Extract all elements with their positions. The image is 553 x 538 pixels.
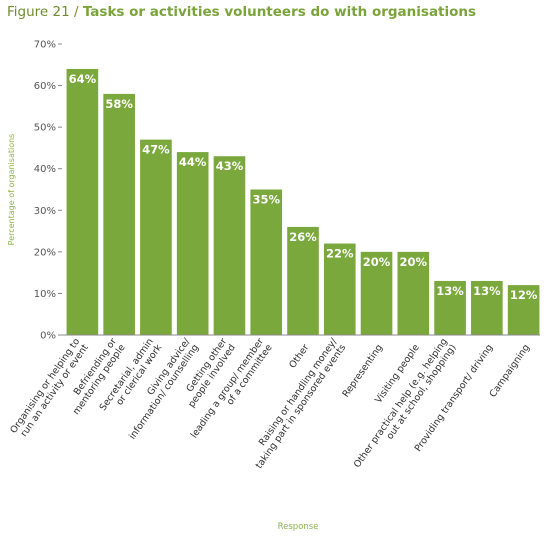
bar-value-label: 47% [142,143,170,157]
category-label: Other [287,342,311,370]
bar-value-label: 26% [289,230,317,244]
category-label-line: Other [287,342,311,370]
figure-number: Figure 21 / [7,4,83,20]
bar [176,152,209,335]
bar [360,251,393,335]
bar [103,93,135,335]
bar [507,285,540,335]
category-label-line: out at school, shopping) [384,342,458,441]
y-tick-label: 20% [34,247,56,258]
category-label-line: Organising or helping to [8,336,82,435]
bar [213,156,246,335]
category-label: Campaigning [487,342,532,399]
bars [66,68,540,335]
bar [434,280,466,335]
category-label-line: Campaigning [487,342,532,399]
bar-value-label: 43% [216,159,244,173]
bar-value-label: 22% [326,247,354,261]
bar-value-label: 35% [252,193,280,207]
bar [250,189,283,335]
y-axis-label: Percentage of organisations [7,134,16,246]
bar [66,68,99,335]
bar [323,243,356,335]
y-tick-label: 60% [34,81,56,92]
bar-value-label: 44% [179,155,207,169]
y-tick-label: 40% [34,164,56,175]
bar-value-label: 64% [69,72,97,86]
bar-value-label: 13% [473,284,501,298]
y-tick-label: 70% [34,40,56,51]
y-axis: 0% 10% 20% 30% 40% 50% 60% 70% [34,40,62,342]
bar-value-label: 20% [363,255,391,269]
bar-value-label: 20% [400,255,428,269]
y-tick-label: 10% [34,289,56,300]
y-tick-label: 0% [40,331,56,342]
value-labels: 64% 58% 47% 44% 43% 35% 26% 22% 20% 20% 13% 13% 12% [69,72,538,302]
y-tick-label: 30% [34,206,56,217]
bar [397,251,430,335]
bar [287,226,319,335]
x-axis-label: Response [278,522,319,532]
figure-title: Tasks or activities volunteers do with o… [82,4,477,20]
y-tick-label: 50% [34,123,56,134]
bar-value-label: 58% [105,97,133,111]
bar-value-label: 13% [436,284,464,298]
bar [471,280,503,335]
bar [140,139,172,335]
chart-title: Figure 21 / Tasks or activities voluntee… [7,3,476,21]
bar-value-label: 12% [510,288,538,302]
